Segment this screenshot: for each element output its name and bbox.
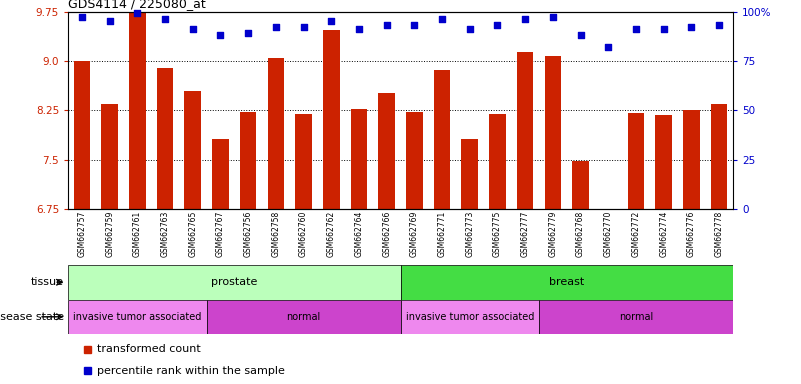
Point	[602, 44, 614, 50]
Bar	[296, 114, 312, 384]
Point	[103, 18, 116, 25]
Bar	[239, 113, 256, 384]
Point	[380, 22, 393, 28]
Point	[436, 17, 449, 23]
Text: tissue: tissue	[31, 277, 64, 287]
Point	[297, 24, 310, 30]
Bar	[545, 56, 562, 384]
Text: percentile rank within the sample: percentile rank within the sample	[98, 366, 285, 376]
Bar	[157, 68, 173, 384]
Bar	[400, 265, 733, 300]
Bar	[434, 70, 450, 384]
Text: breast: breast	[549, 277, 585, 287]
Point	[408, 22, 421, 28]
Text: normal: normal	[287, 312, 320, 322]
Bar	[600, 215, 617, 384]
Bar	[351, 109, 367, 384]
Point	[75, 14, 88, 20]
Point	[352, 26, 365, 32]
Point	[685, 24, 698, 30]
Text: GDS4114 / 225080_at: GDS4114 / 225080_at	[68, 0, 206, 10]
Text: prostate: prostate	[211, 277, 257, 287]
Point	[574, 32, 587, 38]
Bar	[101, 104, 118, 384]
Point	[214, 32, 227, 38]
Point	[242, 30, 255, 36]
Bar	[68, 300, 207, 334]
Text: invasive tumor associated: invasive tumor associated	[405, 312, 534, 322]
Text: transformed count: transformed count	[98, 344, 201, 354]
Bar	[184, 91, 201, 384]
Point	[131, 10, 143, 17]
Bar	[378, 93, 395, 384]
Bar	[572, 161, 589, 384]
Bar	[683, 111, 700, 384]
Text: normal: normal	[619, 312, 653, 322]
Point	[491, 22, 504, 28]
Text: invasive tumor associated: invasive tumor associated	[73, 312, 202, 322]
Bar	[74, 61, 91, 384]
Bar	[628, 113, 644, 384]
Bar	[207, 300, 400, 334]
Bar	[400, 300, 539, 334]
Point	[658, 26, 670, 32]
Point	[463, 26, 476, 32]
Point	[325, 18, 338, 25]
Bar	[461, 139, 478, 384]
Bar	[539, 300, 733, 334]
Bar	[489, 114, 505, 384]
Bar	[406, 113, 423, 384]
Bar	[212, 139, 229, 384]
Bar	[710, 104, 727, 384]
Point	[269, 24, 282, 30]
Bar	[68, 265, 400, 300]
Bar	[517, 52, 533, 384]
Point	[187, 26, 199, 32]
Point	[630, 26, 642, 32]
Point	[519, 17, 532, 23]
Bar	[323, 30, 340, 384]
Bar	[129, 12, 146, 384]
Point	[546, 14, 559, 20]
Point	[713, 22, 726, 28]
Bar	[268, 58, 284, 384]
Bar	[655, 115, 672, 384]
Point	[159, 17, 171, 23]
Text: disease state: disease state	[0, 312, 64, 322]
